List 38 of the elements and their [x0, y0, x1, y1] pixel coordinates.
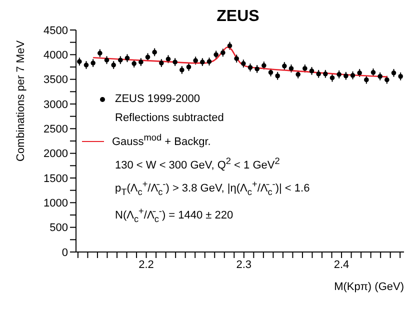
y-tick-label: 0 [62, 246, 68, 259]
x-tick-label: 2.4 [334, 258, 350, 271]
y-tick-label: 1000 [44, 198, 68, 210]
y-tick-label: 4500 [44, 24, 68, 37]
chart-title: ZEUS [216, 8, 260, 26]
y-tick-label: 500 [50, 222, 68, 234]
y-axis-title: Combinations per 7 MeV [14, 40, 27, 162]
point [323, 72, 328, 76]
y-tick-label: 2500 [44, 124, 68, 136]
point [316, 72, 321, 76]
point [268, 70, 274, 75]
x-tick-label: 2.3 [236, 258, 252, 271]
annotation: N(Λ$_{c}$$^{+}$/Λ̄$_{c}$$^{-}$) = 1440 ± 220 [114, 205, 234, 226]
point [172, 60, 178, 64]
x-axis-title: M(Kpπ) (GeV) [334, 281, 404, 293]
legend-label: ZEUS 1999-2000 [115, 93, 200, 105]
point [336, 72, 342, 77]
y-tick-label: 2000 [44, 148, 68, 160]
point [104, 58, 110, 62]
point [138, 60, 144, 64]
point [77, 59, 82, 64]
point [391, 70, 396, 76]
legend-label: Gauss$^{mod}$ + Backgr. [112, 132, 211, 148]
point [200, 60, 205, 64]
y-tick-label: 1500 [44, 172, 68, 185]
annotation: Reflections subtracted [114, 111, 225, 126]
annotation: 130 < W < 300 GeV, Q$^{2}$ < 1 GeV$^{2}$ [114, 154, 281, 174]
y-tick-label: 4000 [44, 50, 68, 62]
point [370, 70, 376, 75]
point [118, 58, 123, 62]
y-tick-label: 3500 [44, 74, 68, 86]
point [357, 70, 362, 76]
x-tick-label: 2.2 [138, 258, 154, 271]
point [206, 59, 212, 64]
text: p$_{T}$(Λ$_{c}$$^{+}$/Λ̄$_{c}$$^{-}$) > 3.8 GeV, |η(Λ$_{c}$$^{+}$/Λ̄$_{c}$$^{-}$)| < 1.6 [115, 179, 310, 198]
point [193, 58, 198, 63]
y-tick-label: 3000 [44, 98, 68, 111]
point [296, 72, 300, 77]
